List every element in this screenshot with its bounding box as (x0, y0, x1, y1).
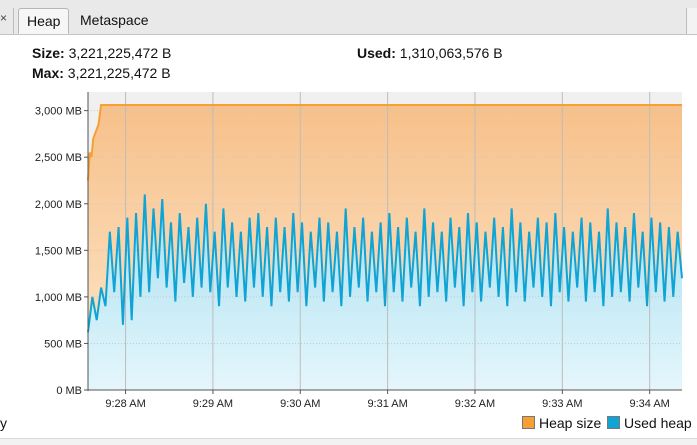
size-row: Size: 3,221,225,472 B (32, 45, 171, 61)
x-tick-label: 9:32 AM (455, 398, 495, 410)
close-icon[interactable]: × (0, 11, 8, 25)
y-tick-label: 0 MB (56, 385, 82, 397)
x-tick-label: 9:33 AM (542, 398, 582, 410)
legend-used-heap-label: Used heap (624, 415, 692, 431)
used-value: 1,310,063,576 B (399, 45, 503, 61)
x-tick-label: 9:29 AM (193, 398, 233, 410)
tab-strip: × Heap Metaspace (0, 0, 697, 35)
used-heap-area (88, 194, 682, 390)
y-tick-label: 2,000 MB (35, 199, 82, 211)
used-label: Used: (357, 45, 396, 61)
y-tick-label: 2,500 MB (35, 152, 82, 164)
x-tick-label: 9:31 AM (367, 398, 407, 410)
y-tick-label: 3,000 MB (35, 106, 82, 118)
heap-size-line (87, 104, 682, 181)
x-tick-label: 9:28 AM (105, 398, 145, 410)
x-tick-label: 9:34 AM (629, 398, 669, 410)
y-tick-label: 1,500 MB (35, 245, 82, 257)
tab-separator (13, 8, 14, 34)
max-row: Max: 3,221,225,472 B (32, 65, 171, 81)
size-label: Size: (32, 45, 65, 61)
bottom-panel-edge (0, 438, 697, 445)
legend-used-heap: Used heap (607, 415, 692, 431)
heap-chart: 0 MB 500 MB 1,000 MB 1,500 MB 2,000 MB 2,500 … (35, 92, 683, 410)
tab-heap[interactable]: Heap (18, 8, 70, 34)
x-tick-label: 9:30 AM (280, 398, 320, 410)
legend-heap-size: Heap size (522, 415, 601, 431)
y-tick-label: 1,000 MB (35, 292, 82, 304)
heap-size-swatch (522, 416, 535, 429)
used-row: Used: 1,310,063,576 B (357, 45, 503, 61)
used-heap-line (87, 194, 683, 333)
y-tick-label: 500 MB (44, 338, 82, 350)
max-value: 3,221,225,472 B (67, 65, 171, 81)
tab-metaspace[interactable]: Metaspace (80, 12, 149, 28)
used-heap-swatch (607, 416, 620, 429)
max-label: Max: (32, 65, 64, 81)
tab-strip-edge (686, 8, 697, 34)
size-value: 3,221,225,472 B (68, 45, 172, 61)
cut-off-text: y (0, 415, 7, 431)
legend-heap-size-label: Heap size (539, 415, 602, 431)
